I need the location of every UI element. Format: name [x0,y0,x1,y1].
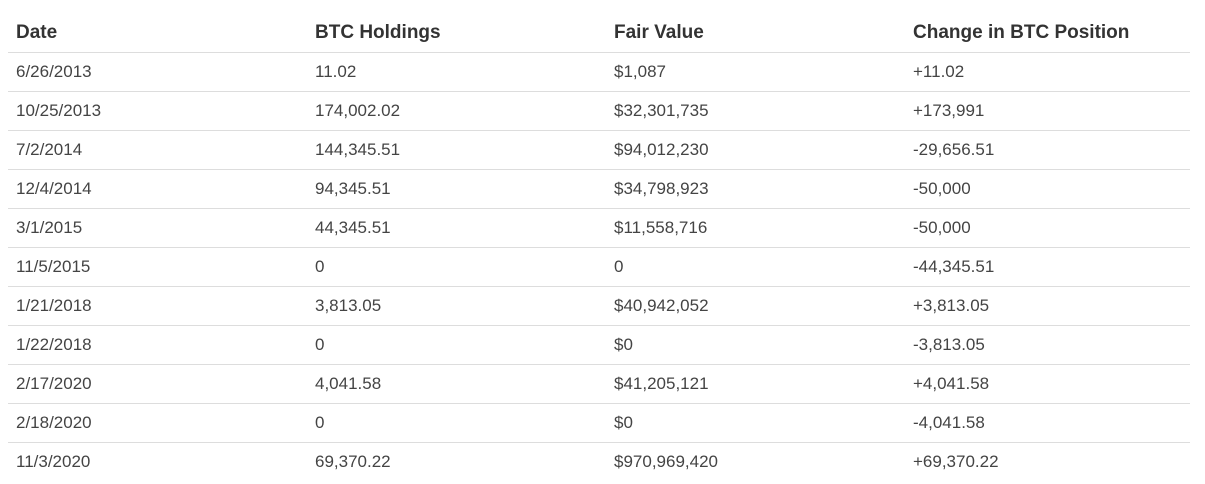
cell-btc-holdings: 69,370.22 [315,452,391,471]
cell-btc-holdings: 11.02 [307,52,606,92]
cell-fair-value: $0 [606,403,905,443]
header-row: Date BTC Holdings Fair Value Change in B… [8,14,1190,53]
cell-date: 11/3/2020 [16,452,91,471]
btc-holdings-table-container: Date BTC Holdings Fair Value Change in B… [8,14,1190,481]
table-row: 11/5/2015 0 0 -44,345.51 [8,247,1190,287]
btc-holdings-table: Date BTC Holdings Fair Value Change in B… [8,14,1190,481]
cell-change: -29,656.51 [905,130,1190,170]
table-row: 12/4/2014 94,345.51 $34,798,923 -50,000 [8,169,1190,209]
table-header: Date BTC Holdings Fair Value Change in B… [8,14,1190,53]
cell-fair-value: $41,205,121 [606,364,905,404]
cell-fair-value: $34,798,923 [606,169,905,209]
cell-fair-value: 0 [606,247,905,287]
cell-change: +173,991 [905,91,1190,131]
cell-change: +3,813.05 [905,286,1190,326]
cell-btc-holdings: 0 [307,247,606,287]
cell-change: -44,345.51 [905,247,1190,287]
table-row: 10/25/2013 174,002.02 $32,301,735 +173,9… [8,91,1190,131]
cell-change: -4,041.58 [905,403,1190,443]
cell-change: +4,041.58 [905,364,1190,404]
table-row: 11/3/2020 69,370.22 $970,969,420 +69,370… [8,443,1190,482]
cell-date: 1/21/2018 [8,286,307,326]
cell-date: 11/5/2015 [8,247,307,287]
cell-fair-value: $970,969,420 [614,452,718,471]
cell-change: +69,370.22 [913,452,999,471]
cell-change: +11.02 [905,52,1190,92]
cell-fair-value: $0 [606,325,905,365]
cell-btc-holdings: 94,345.51 [307,169,606,209]
cell-btc-holdings: 3,813.05 [307,286,606,326]
table-row: 1/22/2018 0 $0 -3,813.05 [8,325,1190,365]
cell-btc-holdings: 174,002.02 [307,91,606,131]
cell-change: -3,813.05 [905,325,1190,365]
header-change-in-btc-position: Change in BTC Position [905,14,1190,53]
cell-date: 3/1/2015 [8,208,307,248]
header-btc-holdings: BTC Holdings [307,14,606,53]
cell-fair-value: $40,942,052 [606,286,905,326]
cell-btc-holdings: 4,041.58 [307,364,606,404]
table-row: 6/26/2013 11.02 $1,087 +11.02 [8,52,1190,92]
cell-date: 1/22/2018 [8,325,307,365]
table-row: 3/1/2015 44,345.51 $11,558,716 -50,000 [8,208,1190,248]
cell-fair-value: $94,012,230 [606,130,905,170]
table-row: 2/17/2020 4,041.58 $41,205,121 +4,041.58 [8,364,1190,404]
cell-fair-value: $11,558,716 [606,208,905,248]
cell-btc-holdings: 0 [307,403,606,443]
table-row: 1/21/2018 3,813.05 $40,942,052 +3,813.05 [8,286,1190,326]
cell-change: -50,000 [905,169,1190,209]
cell-fair-value: $1,087 [606,52,905,92]
cell-date: 2/18/2020 [8,403,307,443]
cell-btc-holdings: 0 [307,325,606,365]
table-row: 2/18/2020 0 $0 -4,041.58 [8,403,1190,443]
cell-date: 12/4/2014 [8,169,307,209]
cell-date: 10/25/2013 [8,91,307,131]
cell-date: 2/17/2020 [8,364,307,404]
header-fair-value: Fair Value [606,14,905,53]
table-row: 7/2/2014 144,345.51 $94,012,230 -29,656.… [8,130,1190,170]
table-body: 6/26/2013 11.02 $1,087 +11.02 10/25/2013… [8,52,1190,482]
cell-btc-holdings: 144,345.51 [307,130,606,170]
cell-fair-value: $32,301,735 [606,91,905,131]
cell-date: 7/2/2014 [8,130,307,170]
cell-change: -50,000 [905,208,1190,248]
cell-date: 6/26/2013 [8,52,307,92]
cell-btc-holdings: 44,345.51 [307,208,606,248]
header-date: Date [8,14,307,53]
